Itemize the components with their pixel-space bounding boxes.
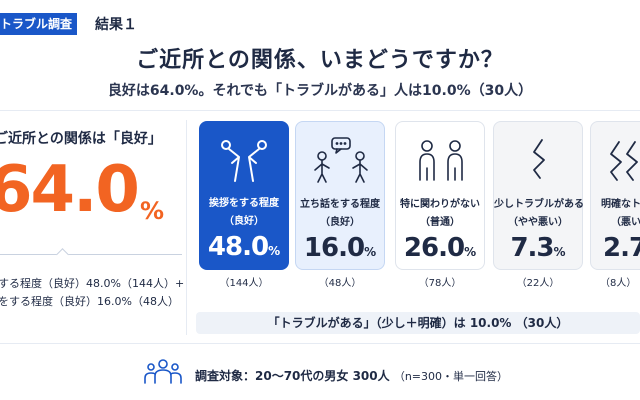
zigzag-icon: [533, 139, 545, 179]
card-clear-trouble: 明確なトラブ （悪い 2.7: [590, 121, 640, 270]
card-value-unit: %: [268, 244, 281, 258]
trouble-text-a: 「トラブルがある」（少し＋明確）は: [267, 316, 466, 330]
summary-value: 64.0: [0, 153, 140, 227]
card-count: （78人）: [418, 278, 462, 289]
survey-target-note: （n=300・単一回答）: [393, 370, 509, 383]
card-value: 26.0%: [396, 233, 484, 263]
card-value-number: 16.0: [303, 233, 365, 263]
card-value-number: 7.3: [510, 233, 554, 263]
card-count: （22人）: [516, 278, 560, 289]
survey-target-label: 調査対象：20〜70代の男女 300人: [195, 369, 390, 383]
card-value-unit: %: [553, 245, 566, 259]
summary-divider: [0, 254, 182, 255]
two-people-icon: [419, 140, 463, 181]
card-sublabel: （普通）: [420, 217, 460, 228]
trouble-value: 10.0%: [469, 316, 512, 330]
card-sublabel: （良好）: [224, 216, 264, 227]
card-sublabel: （良好）: [320, 217, 360, 228]
card-value: 2.7: [591, 233, 640, 263]
summary-note-2: をする程度（良好）16.0%（48人）: [0, 295, 179, 308]
card-value: 16.0%: [296, 233, 384, 263]
card-value-unit: %: [464, 245, 477, 259]
card-value-number: 48.0: [207, 232, 269, 262]
section-tag-label: トラブル調査: [0, 17, 73, 31]
result-label: 結果１: [95, 17, 137, 33]
survey-target: 調査対象：20〜70代の男女 300人 （n=300・単一回答）: [195, 367, 508, 384]
people-group-icon: [144, 359, 182, 384]
double-zigzag-icon: [610, 141, 638, 181]
card-value-number: 2.7: [603, 233, 640, 263]
card-label: 少しトラブルがある: [494, 199, 584, 210]
trouble-summary-bar: 「トラブルがある」（少し＋明確）は 10.0% （30人）: [196, 312, 640, 334]
card-value: 7.3%: [494, 233, 582, 263]
header-divider: [0, 110, 640, 111]
bowing-people-icon: [221, 140, 267, 182]
card-label: 特に関わりがない: [400, 199, 480, 210]
page-title: ご近所との関係、いまどうですか？: [136, 48, 504, 73]
card-value: 48.0%: [199, 232, 289, 262]
trouble-text-b: （30人）: [515, 316, 569, 330]
card-small-trouble: 少しトラブルがある （やや悪い） 7.3%: [493, 121, 584, 270]
vertical-divider: [186, 120, 187, 335]
card-chatting: 立ち話をする程度 （良好） 16.0%: [295, 121, 385, 270]
card-value-number: 26.0: [403, 233, 465, 263]
card-label: 明確なトラブ: [601, 199, 640, 210]
card-sublabel: （悪い: [611, 217, 640, 228]
summary-note-1: する程度（良好）48.0%（144人）+: [0, 277, 185, 290]
card-value-unit: %: [364, 245, 377, 259]
card-no-relation: 特に関わりがない （普通） 26.0%: [395, 121, 485, 270]
card-count: （48人）: [318, 278, 362, 289]
card-label: 挨拶をする程度: [209, 198, 279, 209]
summary-unit: %: [140, 197, 165, 225]
footer-divider: [0, 343, 640, 344]
chatting-people-icon: [314, 137, 368, 183]
card-greeting: 挨拶をする程度 （良好） 48.0%: [199, 121, 289, 270]
card-count: （8人）: [600, 278, 637, 289]
page-subtitle: 良好は64.0%。それでも「トラブルがある」人は10.0%（30人）: [107, 83, 533, 99]
summary-label: ご近所との関係は「良好」: [0, 131, 162, 147]
card-label: 立ち話をする程度: [300, 199, 380, 210]
section-tag: トラブル調査: [0, 13, 77, 35]
card-count: （144人）: [219, 278, 269, 289]
card-sublabel: （やや悪い）: [508, 217, 568, 228]
